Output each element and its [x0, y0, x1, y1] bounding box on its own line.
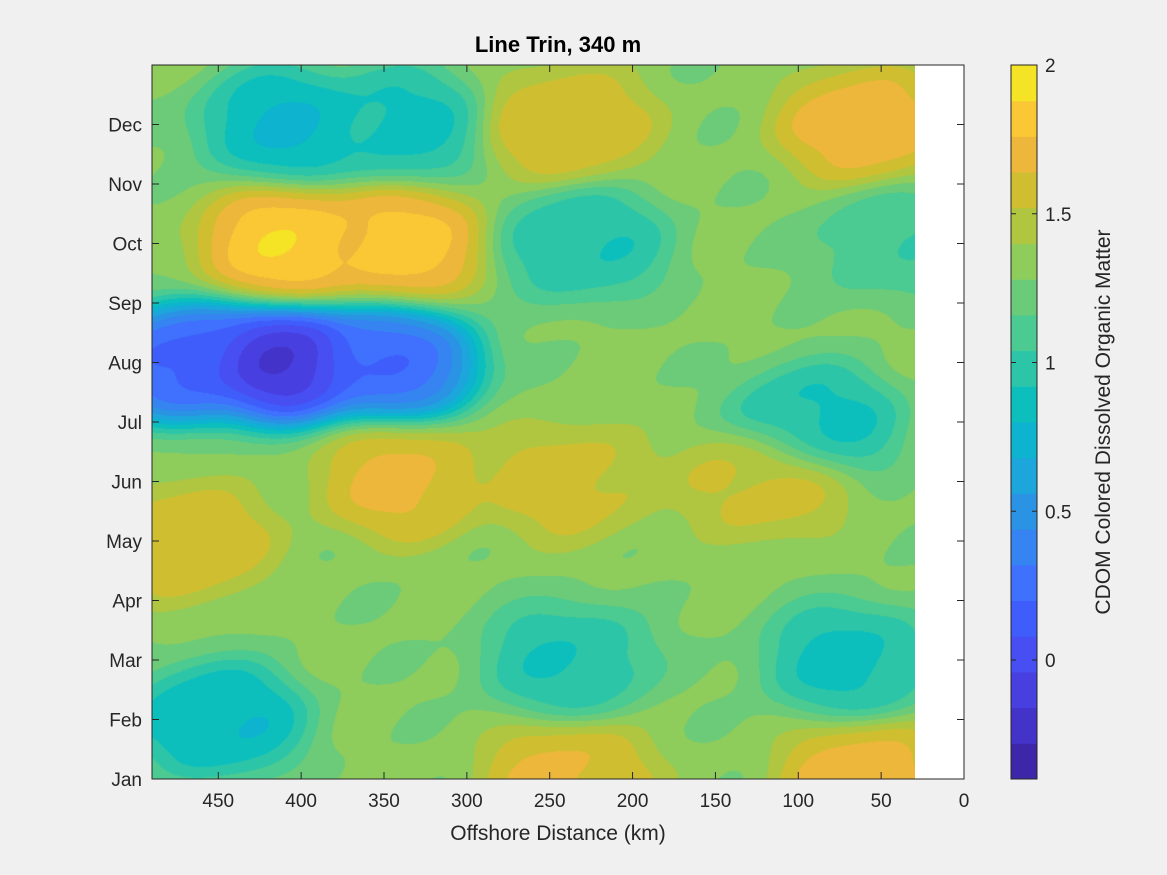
heatmap-field — [152, 65, 915, 779]
x-axis-label: Offshore Distance (km) — [450, 822, 666, 845]
y-tick-label: Dec — [108, 116, 142, 137]
y-axis-ticks: Jan Feb Mar Apr May Jun Jul Aug Sep Oct Nov Dec — [106, 116, 964, 791]
chart-title: Line Trin, 340 m — [475, 32, 641, 57]
x-tick-label: 400 — [285, 791, 317, 812]
y-tick-label: Aug — [108, 354, 142, 375]
colorbar-swatch — [1011, 636, 1037, 673]
colorbar-swatch — [1011, 457, 1037, 494]
colorbar-swatch — [1011, 564, 1037, 601]
x-tick-label: 50 — [871, 791, 892, 812]
x-tick-label: 0 — [959, 791, 970, 812]
colorbar-swatch — [1011, 529, 1037, 566]
colorbar-swatch — [1011, 386, 1037, 423]
x-tick-label: 350 — [368, 791, 400, 812]
colorbar-tick-label: 0.5 — [1045, 502, 1071, 523]
colorbar-swatch — [1011, 100, 1037, 137]
y-tick-label: Nov — [108, 175, 142, 196]
colorbar-swatch — [1011, 279, 1037, 316]
y-tick-label: Mar — [109, 651, 142, 672]
x-tick-label: 250 — [534, 791, 566, 812]
colorbar-swatch — [1011, 65, 1037, 102]
x-tick-label: 100 — [782, 791, 814, 812]
x-tick-label: 300 — [451, 791, 483, 812]
colorbar-swatch — [1011, 172, 1037, 209]
y-tick-label: Feb — [109, 711, 142, 732]
colorbar-swatch — [1011, 350, 1037, 387]
plot-area — [151, 64, 965, 780]
x-tick-label: 200 — [617, 791, 649, 812]
colorbar-swatches — [1011, 65, 1037, 780]
y-tick-label: May — [106, 532, 142, 553]
colorbar-tick-label: 0 — [1045, 651, 1056, 672]
colorbar-label: CDOM Colored Dissolved Organic Matter — [1092, 229, 1115, 614]
y-tick-label: Apr — [112, 592, 142, 613]
colorbar-tick-label: 1.5 — [1045, 205, 1071, 226]
colorbar-tick-label: 2 — [1045, 56, 1056, 77]
colorbar-tick-label: 1 — [1045, 354, 1056, 375]
x-tick-label: 450 — [202, 791, 234, 812]
colorbar-swatch — [1011, 743, 1037, 780]
x-axis-ticks: 450 400 350 300 250 200 150 100 50 0 — [202, 65, 969, 812]
y-tick-label: Jan — [111, 770, 142, 791]
colorbar: 0 0.5 1 1.5 2 CDOM Colored Dissolved Organic… — [1010, 56, 1115, 780]
colorbar-swatch — [1011, 422, 1037, 459]
colorbar-swatch — [1011, 671, 1037, 709]
colorbar-swatch — [1011, 600, 1037, 637]
colorbar-swatch — [1011, 707, 1037, 744]
colorbar-ticks: 0 0.5 1 1.5 2 — [1011, 56, 1071, 672]
colorbar-swatch — [1011, 207, 1037, 244]
y-tick-label: Jul — [118, 413, 142, 434]
y-tick-label: Sep — [108, 294, 142, 315]
colorbar-swatch — [1011, 136, 1037, 173]
colorbar-swatch — [1011, 243, 1037, 280]
colorbar-swatch — [1011, 314, 1037, 352]
y-tick-label: Jun — [111, 473, 142, 494]
x-tick-label: 150 — [700, 791, 732, 812]
colorbar-frame — [1010, 64, 1038, 780]
y-tick-label: Oct — [112, 235, 142, 256]
